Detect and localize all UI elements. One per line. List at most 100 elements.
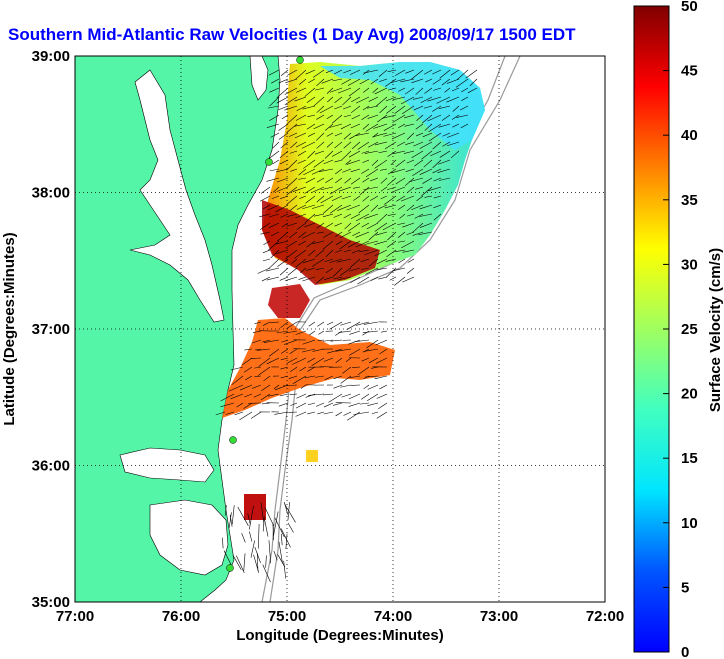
velocity-arrow [411, 78, 424, 84]
velocity-arrow [457, 69, 469, 80]
velocity-arrow [294, 123, 307, 127]
velocity-arrow [266, 123, 280, 128]
velocity-arrow [330, 339, 343, 342]
velocity-arrow [287, 123, 298, 133]
velocity-arrow [287, 213, 298, 217]
velocity-arrow [419, 213, 433, 217]
velocity-arrow [368, 258, 379, 267]
radar-site-2 [265, 158, 273, 166]
velocity-arrow [308, 249, 316, 257]
velocity-arrow [289, 393, 298, 396]
velocity-arrow [239, 411, 253, 421]
velocity-arrow [277, 258, 289, 267]
velocity-arrow [386, 105, 397, 114]
velocity-arrow [286, 159, 298, 171]
velocity-patch-small [306, 450, 318, 462]
velocity-arrow [340, 384, 352, 388]
colorbar-tick-label: 5 [681, 579, 689, 596]
velocity-arrow [295, 213, 307, 219]
velocity-arrow [353, 411, 370, 415]
velocity-arrow [365, 267, 379, 275]
velocity-arrow [256, 348, 271, 351]
velocity-arrow [387, 231, 397, 241]
velocity-arrow [350, 168, 361, 173]
velocity-arrow [350, 213, 361, 219]
velocity-arrow [343, 132, 352, 140]
velocity-arrow [356, 96, 370, 104]
velocity-arrow [285, 249, 298, 260]
velocity-arrow [276, 249, 289, 254]
velocity-arrow [294, 249, 307, 259]
velocity-arrow [379, 105, 388, 114]
velocity-arrow [461, 96, 469, 101]
velocity-arrow [437, 168, 451, 173]
velocity-arrow [261, 402, 271, 405]
velocity-arrow [427, 96, 442, 102]
velocity-arrow [306, 240, 316, 248]
velocity-arrow [342, 168, 352, 173]
velocity-arrow [363, 69, 379, 74]
velocity-arrow [362, 159, 370, 163]
velocity-arrow [266, 357, 280, 365]
velocity-arrow [254, 348, 262, 351]
velocity-arrow [259, 195, 271, 202]
velocity-arrow [295, 69, 307, 80]
velocity-arrow [355, 231, 370, 238]
velocity-arrow [280, 366, 289, 370]
velocity-arrow [300, 384, 307, 389]
velocity-arrow [378, 402, 388, 409]
velocity-arrow [339, 240, 352, 250]
velocity-arrow [343, 213, 352, 219]
velocity-arrow [469, 78, 478, 87]
velocity-arrow [241, 532, 246, 543]
velocity-arrow [414, 213, 424, 219]
velocity-arrow [361, 357, 370, 362]
velocity-arrow [279, 393, 289, 397]
velocity-arrow [272, 159, 280, 165]
velocity-arrow [367, 384, 379, 390]
velocity-arrow [331, 114, 343, 124]
velocity-arrow [326, 114, 334, 119]
velocity-arrow [357, 366, 370, 376]
velocity-arrow [306, 96, 316, 103]
velocity-arrow [264, 507, 275, 526]
velocity-arrow [307, 132, 316, 137]
velocity-arrow [416, 195, 424, 202]
velocity-arrow [280, 321, 289, 328]
velocity-arrow [343, 141, 352, 149]
velocity-arrow [257, 366, 271, 376]
velocity-arrow [361, 393, 370, 400]
velocity-arrow [428, 132, 442, 142]
velocity-arrow [333, 69, 343, 75]
colorbar-tick-label: 15 [681, 450, 698, 467]
velocity-arrow [325, 177, 334, 184]
velocity-arrow [373, 123, 388, 129]
velocity-field-south [222, 318, 395, 418]
velocity-arrow [364, 240, 379, 245]
velocity-arrow [285, 240, 298, 249]
velocity-arrow [374, 222, 388, 232]
velocity-arrow [385, 96, 397, 102]
velocity-arrow [389, 276, 397, 281]
velocity-arrow [372, 87, 379, 93]
velocity-arrow [239, 384, 253, 391]
velocity-arrow [352, 366, 361, 369]
velocity-arrow [363, 375, 370, 380]
velocity-arrow [335, 330, 343, 336]
velocity-arrow [290, 168, 298, 172]
velocity-arrow [337, 87, 352, 94]
velocity-arrow [288, 231, 298, 239]
velocity-arrow [402, 222, 415, 228]
velocity-arrow [270, 231, 280, 237]
velocity-arrow [283, 560, 287, 579]
velocity-arrow [319, 105, 334, 114]
velocity-arrow [362, 195, 370, 202]
velocity-arrow [249, 505, 254, 530]
y-axis-title: Latitude (Degrees:Minutes) [1, 232, 18, 425]
velocity-arrow [335, 357, 343, 364]
velocity-arrow [401, 105, 415, 115]
velocity-arrow [384, 141, 397, 150]
velocity-arrow [222, 537, 224, 549]
velocity-arrow [307, 411, 316, 415]
velocity-arrow [348, 267, 361, 272]
